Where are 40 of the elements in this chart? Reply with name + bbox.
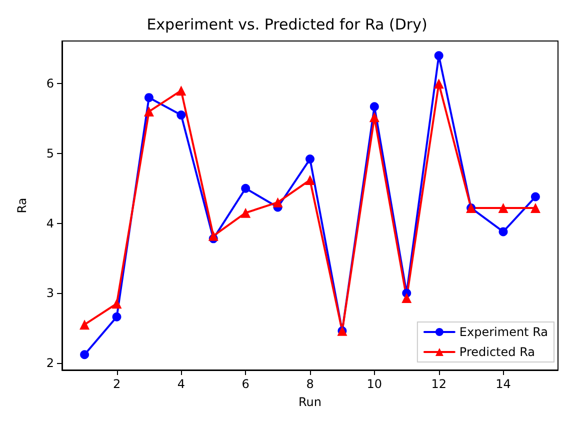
x-tick-label: 12 [431, 377, 446, 391]
point [176, 86, 186, 96]
x-tick-label: 10 [366, 377, 382, 391]
y-tick-label: 4 [46, 216, 54, 230]
y-tick-label: 3 [46, 286, 54, 300]
chart-title: Experiment vs. Predicted for Ra (Dry) [146, 16, 428, 34]
point [370, 102, 379, 112]
legend-label: Predicted Ra [459, 345, 535, 359]
legend-label: Experiment Ra [459, 325, 548, 339]
point [530, 202, 540, 213]
point [144, 106, 154, 117]
y-tick-label: 5 [46, 146, 54, 160]
x-tick-label: 6 [242, 377, 250, 391]
x-tick-label: 14 [496, 377, 511, 391]
point [434, 78, 444, 89]
point [369, 112, 380, 122]
y-tick-label: 6 [46, 76, 54, 91]
point [402, 293, 412, 304]
point [112, 312, 122, 322]
point [144, 93, 154, 102]
point [112, 298, 122, 309]
point [176, 110, 186, 120]
y-tick-label: 2 [46, 356, 54, 370]
x-tick-label: 8 [306, 377, 314, 391]
point [80, 350, 90, 360]
point [240, 208, 251, 218]
point [80, 320, 90, 330]
point [305, 175, 315, 186]
y-axis-title: Ra [15, 198, 29, 214]
point [241, 184, 250, 193]
x-axis-title: Run [298, 395, 322, 409]
point [498, 202, 508, 213]
point [530, 192, 540, 202]
point [272, 197, 283, 208]
x-tick-label: 2 [112, 377, 121, 391]
point [306, 154, 314, 164]
point [498, 227, 508, 236]
point [208, 230, 218, 241]
x-tick-label: 4 [177, 377, 185, 391]
point [434, 51, 444, 60]
